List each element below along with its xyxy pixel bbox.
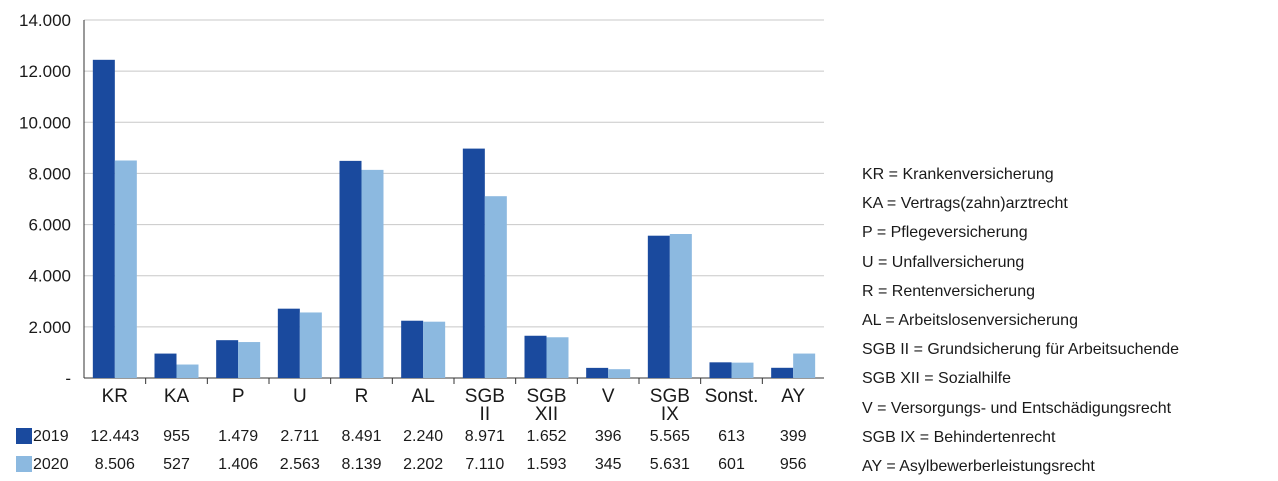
- table-value: 2.240: [403, 428, 443, 445]
- table-value: 956: [780, 456, 807, 473]
- y-tick-label: 14.000: [19, 11, 71, 30]
- table-value: 2.711: [280, 428, 319, 445]
- category-label: U: [293, 386, 307, 407]
- bar-2020-0: [114, 160, 137, 378]
- table-value: 8.506: [95, 456, 135, 473]
- table-value: 1.479: [218, 428, 258, 445]
- category-label: KA: [164, 386, 190, 407]
- y-tick-label: 8.000: [28, 164, 71, 183]
- bar-2020-9: [669, 234, 692, 378]
- table-value: 1.593: [526, 456, 566, 473]
- category-label: SGB: [650, 386, 690, 407]
- legend-label-2020: 2020: [33, 456, 69, 473]
- abbreviation-item: KR = Krankenversicherung: [862, 166, 1054, 183]
- category-label: IX: [661, 404, 679, 425]
- y-tick-label: 12.000: [19, 62, 71, 81]
- table-value: 5.631: [650, 456, 690, 473]
- bar-2020-7: [546, 337, 569, 378]
- category-label: Sonst.: [705, 386, 759, 407]
- bar-2019-11: [771, 367, 794, 378]
- abbreviation-item: U = Unfallversicherung: [862, 253, 1025, 271]
- bar-2020-6: [484, 196, 507, 378]
- bar-2019-10: [709, 362, 732, 378]
- category-label: SGB: [465, 386, 505, 407]
- category-label: AY: [781, 386, 805, 407]
- bar-2020-2: [238, 342, 261, 378]
- bar-2020-3: [299, 312, 322, 378]
- bar-2020-1: [176, 364, 199, 378]
- table-value: 2.563: [280, 456, 320, 473]
- bar-2019-8: [586, 367, 609, 378]
- bar-2020-4: [361, 169, 384, 378]
- bar-2020-10: [731, 362, 754, 378]
- table-value: 5.565: [650, 428, 690, 445]
- abbreviation-item: SGB IX = Behindertenrecht: [862, 428, 1056, 446]
- abbreviation-item: P = Pflegeversicherung: [862, 224, 1028, 242]
- table-value: 2.202: [403, 456, 443, 473]
- abbreviation-item: AL = Arbeitslosenversicherung: [862, 312, 1078, 330]
- bar-2019-0: [92, 59, 115, 379]
- abbreviation-item: KA = Vertrags(zahn)arztrecht: [862, 195, 1068, 213]
- bar-chart: - 2.000 4.000 6.000 8.000 10.000 12.000 14.000 K…: [16, 11, 824, 473]
- y-tick-label: 10.000: [19, 113, 71, 132]
- abbreviation-item: SGB II = Grundsicherung für Arbeitsuchen…: [862, 341, 1180, 359]
- table-value: 8.971: [465, 428, 505, 445]
- table-value: 12.443: [90, 428, 139, 445]
- table-value: 396: [595, 428, 622, 445]
- bar-2020-8: [608, 369, 631, 378]
- y-tick-label: -: [65, 369, 71, 388]
- legend-key-2020: [16, 456, 32, 472]
- y-tick-label: 6.000: [28, 216, 71, 235]
- category-label: AL: [412, 386, 435, 407]
- category-label: R: [355, 386, 369, 407]
- table-value: 8.491: [341, 428, 381, 445]
- table-value: 345: [595, 456, 622, 473]
- category-label: II: [480, 404, 491, 425]
- bar-2020-5: [423, 321, 446, 378]
- table-value: 955: [163, 428, 190, 445]
- bar-2019-3: [277, 308, 300, 378]
- table-value: 1.652: [526, 428, 566, 445]
- bar-2019-4: [339, 160, 362, 378]
- abbreviation-legend: KR = Krankenversicherung KA = Vertrags(za…: [862, 160, 1179, 481]
- y-tick-label: 2.000: [28, 318, 71, 337]
- table-value: 1.406: [218, 456, 258, 473]
- category-label: KR: [102, 386, 128, 407]
- legend-label-2019: 2019: [33, 428, 69, 445]
- table-value: 613: [718, 428, 745, 445]
- bar-2019-1: [154, 353, 177, 378]
- legend-key-2019: [16, 428, 32, 444]
- bar-2019-2: [216, 340, 239, 378]
- table-value: 8.139: [341, 456, 381, 473]
- abbreviation-item: V = Versorgungs- und Entschädigungsrecht: [862, 399, 1172, 417]
- category-label: V: [602, 386, 615, 407]
- bar-2019-7: [524, 335, 547, 378]
- bar-2019-6: [462, 148, 485, 378]
- category-label: SGB: [526, 386, 566, 407]
- abbreviation-item: AY = Asylbewerberleistungsrecht: [862, 458, 1095, 476]
- table-value: 399: [780, 428, 807, 445]
- abbreviation-item: SGB XII = Sozialhilfe: [862, 370, 1011, 388]
- abbreviation-item: R = Rentenversicherung: [862, 282, 1035, 300]
- bar-2019-9: [647, 235, 670, 378]
- category-label: XII: [535, 404, 558, 425]
- bar-2020-11: [793, 353, 816, 378]
- category-label: P: [232, 386, 245, 407]
- table-value: 527: [163, 456, 190, 473]
- table-value: 7.110: [465, 456, 504, 473]
- y-tick-label: 4.000: [28, 267, 71, 286]
- table-value: 601: [718, 456, 745, 473]
- bar-2019-5: [401, 320, 424, 378]
